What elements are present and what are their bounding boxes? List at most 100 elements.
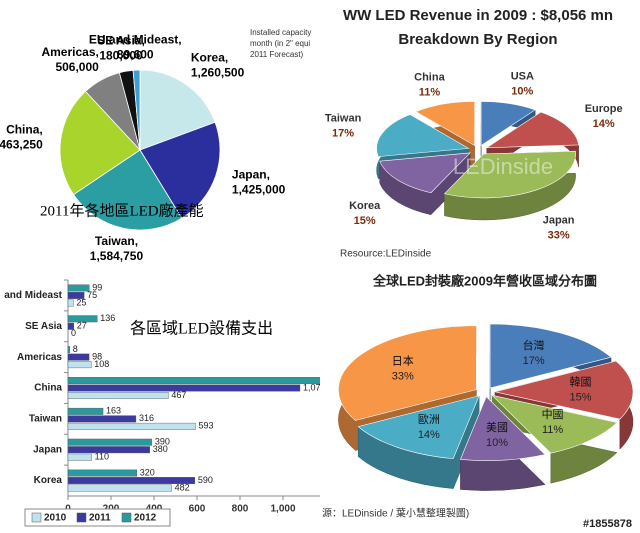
slice-label: 歐洲 xyxy=(418,412,440,426)
slice-value: 14% xyxy=(418,429,440,441)
value-label: 8 xyxy=(73,344,78,354)
slice-label: SE Asia, xyxy=(97,34,145,48)
slice-value: 89,600 xyxy=(117,47,154,61)
bar xyxy=(67,322,75,330)
slice-label: Korea xyxy=(349,200,381,212)
pie-slice xyxy=(489,323,612,389)
slice-value: 180,000 xyxy=(99,49,143,63)
caption: 2011年各地區LED廠產能 xyxy=(40,201,204,219)
pie-slice xyxy=(139,121,221,219)
bar xyxy=(67,438,153,446)
bar xyxy=(67,407,104,415)
bar xyxy=(67,299,74,307)
slice-value: 1,463,250 xyxy=(0,137,43,151)
pie-slice xyxy=(357,395,480,459)
slice-value: 10% xyxy=(511,86,533,98)
pie-slice xyxy=(132,69,141,151)
value-label: 108 xyxy=(94,359,109,369)
bar xyxy=(67,284,90,292)
slice-value: 506,000 xyxy=(55,60,99,74)
x-tick-label: 600 xyxy=(189,504,206,515)
bar xyxy=(67,377,320,384)
bar xyxy=(67,484,172,492)
pie-slice xyxy=(443,150,576,199)
value-label: 163 xyxy=(106,406,121,416)
slice-label: EU and Mideast, xyxy=(89,32,182,46)
pie-slice xyxy=(415,101,475,147)
slice-value: 1,260,500 xyxy=(191,65,245,79)
slice-value: 11% xyxy=(419,86,441,98)
bar xyxy=(67,353,90,361)
slice-value: 14% xyxy=(593,118,615,130)
pie-slice xyxy=(459,396,546,461)
slice-side xyxy=(460,396,546,491)
bar xyxy=(67,361,92,369)
y-tick-label: China xyxy=(34,383,62,394)
value-label: 136 xyxy=(100,313,115,323)
legend-swatch xyxy=(76,512,87,523)
value-label: 25 xyxy=(76,297,86,307)
value-label: 0 xyxy=(71,328,76,338)
slice-label: Europe xyxy=(585,103,623,115)
value-label: 27 xyxy=(77,321,87,331)
slice-value: 11% xyxy=(542,424,563,436)
slice-value: 1,584,750 xyxy=(90,249,144,263)
y-tick-label: SE Asia xyxy=(25,321,62,332)
value-label: 590 xyxy=(198,475,213,485)
slice-label: Americas, xyxy=(41,45,98,59)
slice-value: 17% xyxy=(523,355,545,367)
slice-value: 15% xyxy=(354,215,376,227)
bar xyxy=(67,453,92,461)
slice-label: China, xyxy=(6,122,43,136)
legend-swatch xyxy=(31,512,42,523)
slice-value: 33% xyxy=(392,370,414,382)
legend-box xyxy=(24,508,171,527)
value-label: 320 xyxy=(140,467,155,477)
chart-subtitle: Breakdown By Region xyxy=(398,31,557,48)
source: Resource:LEDinside xyxy=(340,249,432,260)
x-tick-label: 800 xyxy=(232,504,249,515)
y-tick-label: Korea xyxy=(34,475,63,486)
slice-label: Taiwan xyxy=(325,113,362,125)
pie-slice xyxy=(480,101,536,147)
bar xyxy=(67,446,150,454)
pie-slice xyxy=(72,149,183,231)
value-label: 110 xyxy=(95,452,109,462)
bar xyxy=(67,291,85,299)
note: month (in 2" equi xyxy=(250,39,310,48)
pie-slice xyxy=(376,114,470,157)
value-label: 98 xyxy=(92,352,102,362)
slice-label: Japan xyxy=(543,215,575,227)
note: Installed capacity xyxy=(250,28,311,37)
value-label: 99 xyxy=(92,282,102,292)
y-tick-label: Americas xyxy=(17,352,62,363)
capacity-chart: Korea,1,260,500 Japan,1,425,000 Taiwan,1,5… xyxy=(0,28,311,263)
pie-slice xyxy=(139,69,216,151)
value-label: 467 xyxy=(171,390,186,400)
pie-slice xyxy=(379,152,471,194)
bar xyxy=(67,392,169,399)
bar xyxy=(67,315,98,323)
value-label: 380 xyxy=(153,444,168,454)
slice-value: 10% xyxy=(486,437,508,449)
slice-side xyxy=(379,152,471,216)
slice-label: 韓國 xyxy=(570,376,592,389)
pie-slice xyxy=(485,111,579,149)
slice-value: 17% xyxy=(332,128,354,140)
bar xyxy=(67,469,138,477)
legend-swatch xyxy=(121,512,132,523)
pie-slice xyxy=(59,90,141,196)
legend-label: 2010 xyxy=(44,513,67,524)
legend-label: 2012 xyxy=(134,513,157,524)
image-id: #1855878 xyxy=(583,518,632,530)
value-label: 316 xyxy=(139,413,154,423)
chart-title: WW LED Revenue in 2009 : $8,056 mn xyxy=(343,7,613,24)
y-tick-label: Taiwan xyxy=(29,413,62,424)
value-label: 593 xyxy=(198,421,213,431)
slice-label: 台灣 xyxy=(523,338,545,352)
y-tick-label: Japan xyxy=(33,444,62,455)
slice-label: Taiwan, xyxy=(95,234,138,248)
slice-value: 33% xyxy=(548,230,570,242)
